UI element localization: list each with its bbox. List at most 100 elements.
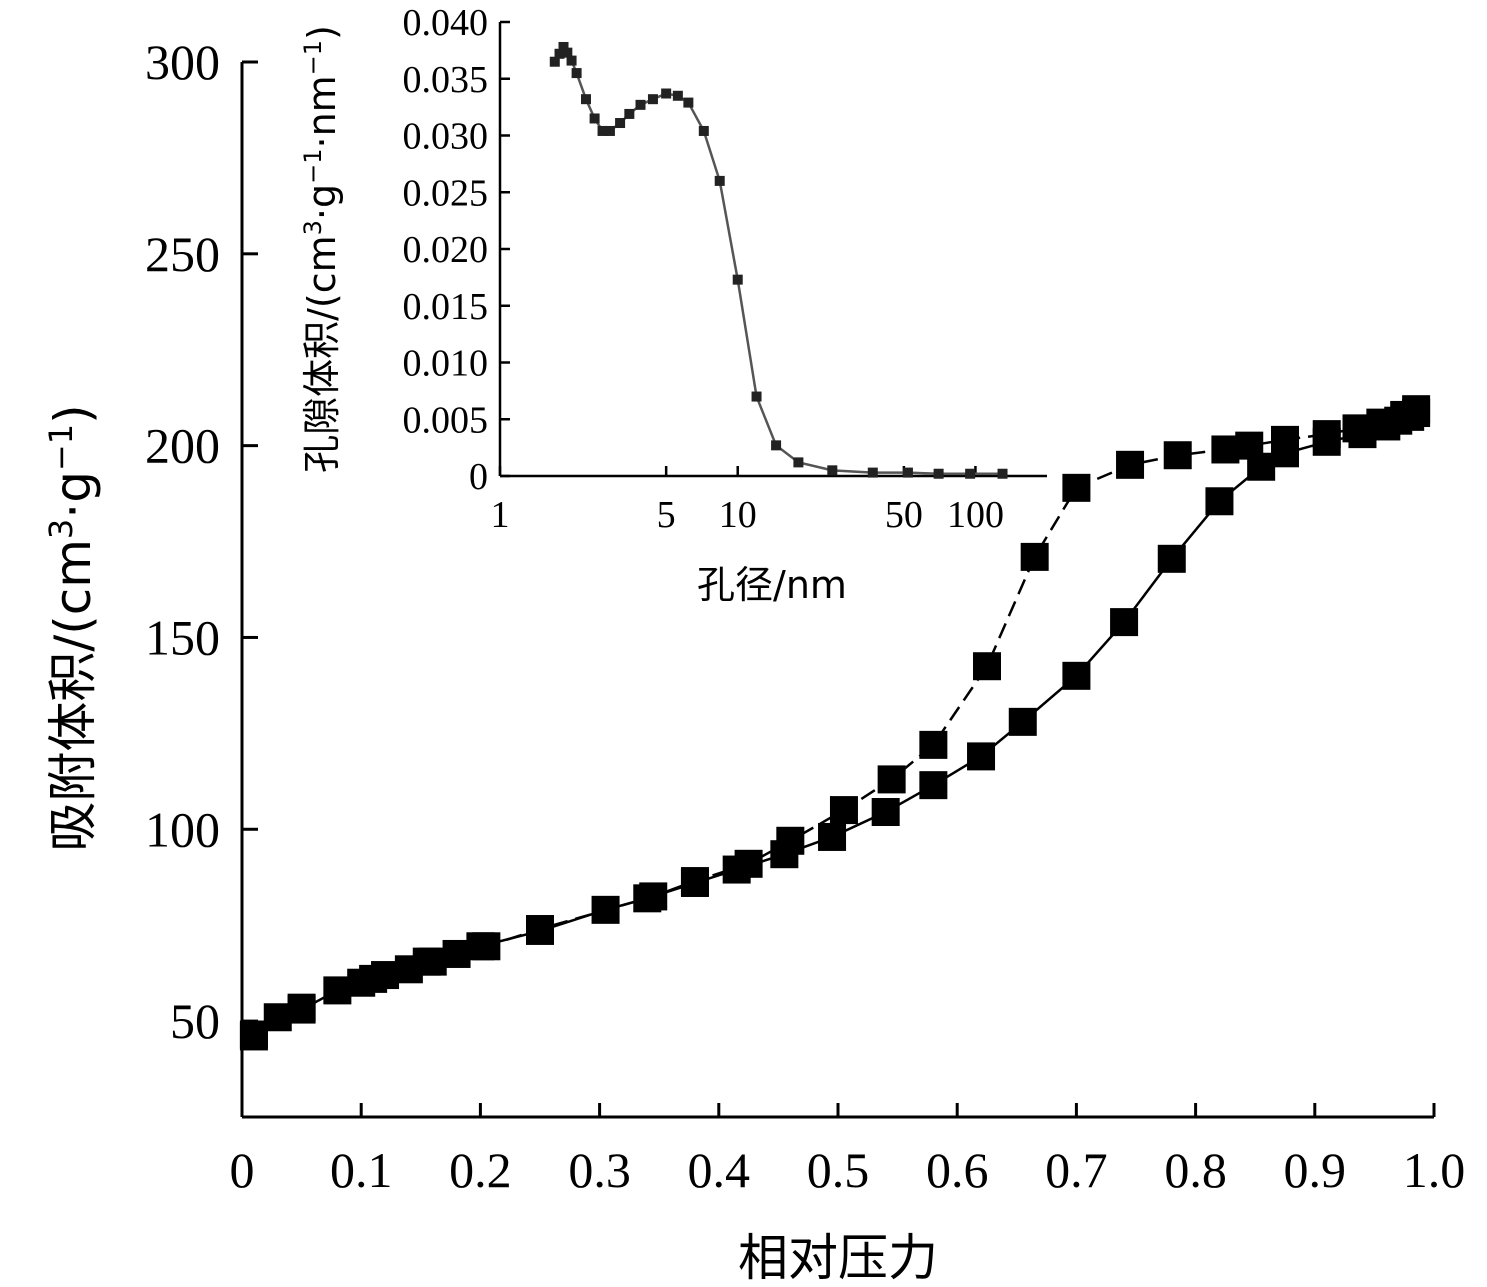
inset-y-title-sup1: 3 <box>299 220 327 235</box>
inset-y-ticks: 0 0.005 0.010 0.015 0.020 0.025 0.030 0.035 0.04… <box>403 2 510 498</box>
main-point-desorption <box>1366 408 1395 437</box>
main-point-desorption <box>734 849 763 878</box>
main-point-desorption <box>776 826 805 855</box>
inset-y-axis-title: 孔隙体积/(cm3·g−1·nm−1) <box>299 25 344 473</box>
main-x-tick-label: 0.1 <box>330 1142 393 1198</box>
main-x-ticks: 0 0.1 0.2 0.3 0.4 0.5 0.6 0.7 0.8 0.9 1.0 <box>230 1103 1466 1198</box>
main-point-desorption <box>877 765 906 794</box>
inset-y-tick-label: 0 <box>469 456 488 498</box>
main-chart: 0 0.1 0.2 0.3 0.4 0.5 0.6 0.7 0.8 0.9 1.0 50100150… <box>42 34 1465 1287</box>
main-x-tick-label: 0.3 <box>568 1142 631 1198</box>
main-x-tick-label: 0 <box>230 1142 255 1198</box>
main-y-axis-title: 吸附体积/(cm3·g−1) <box>42 404 102 851</box>
main-y-title-end: ) <box>44 404 102 424</box>
main-point-desorption <box>1271 425 1299 454</box>
main-point-adsorption <box>323 976 352 1005</box>
inset-point <box>566 55 577 66</box>
main-point-desorption <box>1163 441 1192 470</box>
inset-y-title-sup3: −1 <box>299 40 327 75</box>
inset-point <box>635 99 646 110</box>
inset-y-tick-label: 0.010 <box>403 343 489 385</box>
inset-point <box>771 440 782 451</box>
inset-x-tick-label: 50 <box>885 494 923 536</box>
inset-point <box>732 274 743 285</box>
main-point-desorption <box>1235 431 1264 460</box>
inset-point <box>672 90 683 101</box>
main-x-tick-label: 1.0 <box>1403 1142 1466 1198</box>
inset-point <box>661 88 672 99</box>
inset-point <box>965 468 976 479</box>
inset-point <box>554 48 565 59</box>
inset-point <box>698 125 709 136</box>
main-point-desorption <box>359 964 388 993</box>
main-x-tick-label: 0.5 <box>807 1142 870 1198</box>
inset-series-line <box>553 44 1003 475</box>
inset-y-tick-label: 0.005 <box>403 399 489 441</box>
inset-y-tick-label: 0.040 <box>403 2 489 44</box>
main-x-tick-label: 0.7 <box>1045 1142 1108 1198</box>
inset-point <box>562 47 573 58</box>
inset-point <box>589 113 600 124</box>
inset-x-tick-label: 10 <box>719 494 757 536</box>
main-point-adsorption <box>919 771 948 800</box>
inset-x-tick-label: 100 <box>947 494 1004 536</box>
inset-point <box>615 118 626 129</box>
inset-x-axis-title: 孔径/nm <box>697 563 847 607</box>
main-point-desorption <box>680 867 709 896</box>
main-point-desorption <box>973 652 1001 681</box>
inset-y-tick-label: 0.030 <box>403 116 489 158</box>
main-x-tick-label: 0.4 <box>688 1142 751 1198</box>
main-point-adsorption <box>1205 487 1234 516</box>
inset-y-tick-label: 0.025 <box>403 172 489 214</box>
main-point-desorption <box>1312 420 1341 449</box>
inset-series <box>549 41 1008 479</box>
main-point-adsorption <box>1008 707 1037 736</box>
main-y-tick-label: 100 <box>145 801 220 857</box>
inset-chart: 1 5 10 50 100 0 0.005 0.010 0.015 0.020 0.025 0.03… <box>299 2 1047 607</box>
main-point-adsorption <box>1110 608 1139 637</box>
main-point-desorption <box>472 932 501 961</box>
main-y-tick-label: 150 <box>145 609 220 665</box>
main-y-tick-label: 50 <box>170 993 220 1049</box>
main-y-tick-label: 300 <box>145 34 220 90</box>
inset-point <box>604 125 615 136</box>
main-x-axis-title: 相对压力 <box>738 1229 938 1287</box>
inset-y-title-mid2: ·nm <box>300 75 344 148</box>
main-series <box>239 395 1431 1051</box>
main-point-desorption <box>639 882 668 911</box>
main-point-desorption <box>1211 435 1240 464</box>
main-series-line-desorption <box>253 408 1417 1036</box>
inset-point <box>827 465 838 476</box>
inset-y-title-main: 孔隙体积/(cm <box>300 235 344 473</box>
main-series-line-adsorption <box>253 411 1417 1038</box>
main-point-desorption <box>829 796 858 825</box>
main-point-desorption <box>1342 414 1371 443</box>
main-x-tick-label: 0.8 <box>1164 1142 1227 1198</box>
main-y-title-main: 吸附体积/(cm <box>44 539 102 852</box>
main-point-desorption <box>287 993 316 1022</box>
main-point-desorption <box>1390 400 1419 429</box>
main-point-desorption <box>412 947 441 976</box>
inset-y-title-end: ) <box>300 25 344 40</box>
main-point-desorption <box>239 1020 268 1049</box>
main-point-adsorption <box>442 939 471 968</box>
main-point-adsorption <box>1157 544 1186 573</box>
main-x-tick-label: 0.9 <box>1284 1142 1347 1198</box>
main-point-desorption <box>1116 450 1145 479</box>
inset-point <box>997 468 1008 479</box>
inset-point <box>549 56 560 67</box>
inset-point <box>793 457 804 468</box>
main-point-adsorption <box>1062 661 1091 690</box>
main-point-desorption <box>526 915 554 944</box>
main-y-tick-label: 200 <box>145 418 220 474</box>
inset-y-tick-label: 0.020 <box>403 229 489 271</box>
main-y-ticks: 50 100 150 200 250 300 <box>145 34 258 1049</box>
inset-point <box>867 467 878 478</box>
main-y-title-sup1: 3 <box>42 519 80 539</box>
inset-point <box>580 94 591 105</box>
inset-point <box>933 468 944 479</box>
inset-y-title-sup2: −1 <box>299 148 327 183</box>
inset-point <box>714 175 725 186</box>
main-point-desorption <box>919 730 948 759</box>
